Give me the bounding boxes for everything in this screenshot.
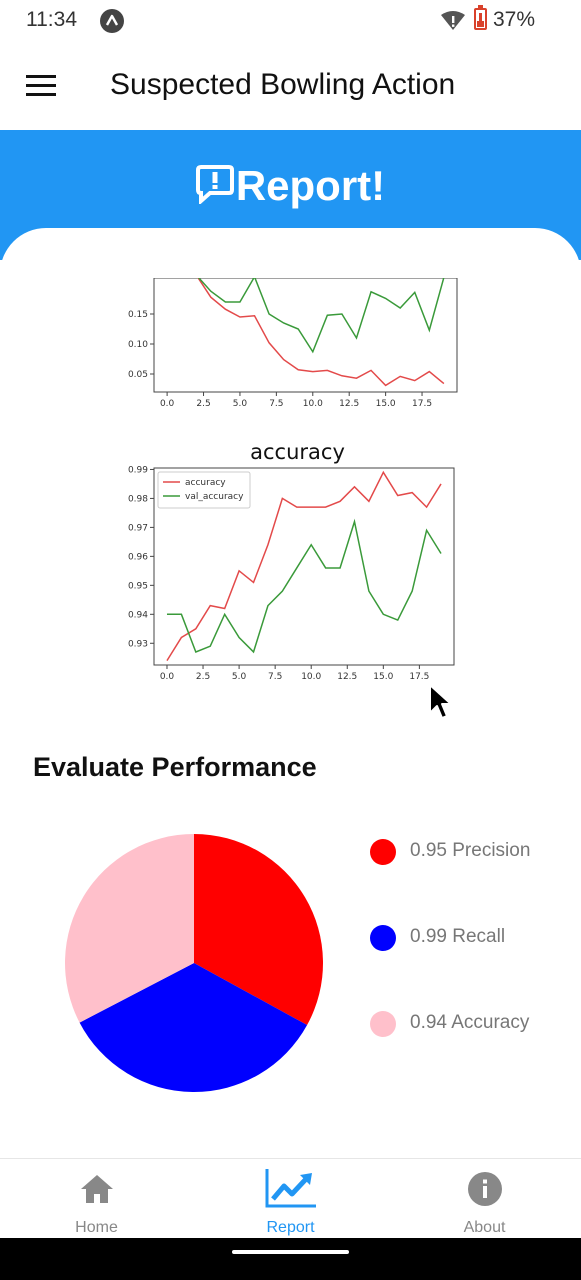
accuracy-chart-title: accuracy — [250, 440, 345, 464]
accuracy-chart-ytick-label: 0.99 — [128, 465, 148, 475]
accuracy-chart-series-accuracy-line — [166, 470, 442, 662]
accuracy-chart-ytick-label: 0.97 — [128, 523, 148, 533]
app-bar: Suspected Bowling Action — [0, 44, 581, 130]
nav-report[interactable]: Report — [194, 1159, 387, 1238]
accuracy-chart: 0.0 2.5 5.0 7.5 10.0 12.5 15.0 17.5 0.93 0.94 0.95… — [128, 465, 455, 682]
nav-home-label: Home — [75, 1219, 118, 1236]
accuracy-chart-xtick-label: 2.5 — [196, 672, 210, 682]
accuracy-chart-legend-label: val_accuracy — [185, 492, 244, 502]
loss-chart-xtick-label: 7.5 — [269, 399, 283, 409]
system-navigation-bar — [0, 1238, 581, 1280]
app-screen: 11:34 37% Suspected Bowling Action Repor… — [0, 0, 581, 1238]
battery-icon — [474, 5, 487, 30]
nav-report-label: Report — [266, 1219, 315, 1236]
status-bar: 11:34 37% — [0, 0, 581, 44]
menu-icon[interactable] — [26, 73, 58, 99]
loss-chart-xtick-label: 12.5 — [339, 399, 359, 409]
loss-chart-xtick-label: 2.5 — [196, 399, 210, 409]
notification-app-icon — [100, 9, 124, 33]
accuracy-chart-xtick-label: 7.5 — [268, 672, 282, 682]
bottom-navigation: Home Report About — [0, 1158, 581, 1238]
home-icon — [80, 1175, 113, 1203]
nav-about[interactable]: About — [388, 1159, 581, 1238]
app-title: Suspected Bowling Action — [110, 68, 456, 101]
accuracy-chart-legend-label: accuracy — [185, 478, 226, 488]
accuracy-chart-ytick-label: 0.93 — [128, 639, 148, 649]
accuracy-chart-ytick-label: 0.96 — [128, 552, 148, 562]
performance-pie-chart — [64, 834, 323, 1092]
feedback-icon — [195, 165, 234, 204]
accuracy-chart-xtick-label: 0.0 — [160, 672, 175, 682]
mouse-pointer-icon — [429, 684, 452, 719]
accuracy-chart-xtick-label: 10.0 — [301, 672, 321, 682]
wifi-icon — [441, 11, 465, 30]
pie-slice-precision — [194, 834, 323, 1026]
accuracy-chart-ytick-label: 0.98 — [128, 494, 148, 504]
loss-chart-xtick-label: 15.0 — [376, 399, 396, 409]
status-time: 11:34 — [26, 8, 77, 31]
pie-slice-accuracy — [64, 834, 194, 1023]
battery-percentage: 37% — [493, 8, 536, 31]
evaluate-performance-heading: Evaluate Performance — [33, 752, 317, 782]
trending-up-icon — [265, 1169, 316, 1208]
home-gesture-pill[interactable] — [232, 1250, 349, 1254]
pie-slice-recall — [79, 963, 308, 1092]
accuracy-chart-xtick-label: 5.0 — [232, 672, 247, 682]
legend-label-accuracy: 0.94 Accuracy — [410, 1012, 530, 1033]
loss-chart-series-0-line — [197, 278, 445, 387]
banner-title-text: Report! — [235, 162, 386, 209]
loss-chart-ytick-label: 0.15 — [128, 310, 148, 320]
loss-chart-ytick-label: 0.05 — [128, 370, 148, 380]
accuracy-chart-series-val_accuracy-line — [166, 518, 442, 654]
legend-label-precision: 0.95 Precision — [410, 840, 531, 861]
loss-chart-ytick-label: 0.10 — [128, 340, 148, 350]
legend-dot-accuracy — [370, 1011, 396, 1037]
loss-chart-xtick-label: 5.0 — [233, 399, 248, 409]
accuracy-chart-xtick-label: 17.5 — [409, 672, 429, 682]
legend-dot-precision — [370, 839, 396, 865]
report-card: 0.0 2.5 5.0 7.5 10.0 12.5 15.0 17.5 0.05 0.10 0.15… — [0, 228, 581, 1158]
loss-chart: 0.0 2.5 5.0 7.5 10.0 12.5 15.0 17.5 0.05 0.10 0.15 — [128, 278, 458, 409]
loss-chart-frame — [153, 278, 458, 393]
accuracy-chart-ytick-label: 0.94 — [128, 610, 148, 620]
banner-title: Report! — [0, 162, 581, 210]
loss-chart-xtick-label: 10.0 — [303, 399, 323, 409]
accuracy-chart-ytick-label: 0.95 — [128, 581, 148, 591]
loss-chart-xtick-label: 17.5 — [412, 399, 432, 409]
nav-about-label: About — [463, 1219, 506, 1236]
legend-dot-recall — [370, 925, 396, 951]
legend-label-recall: 0.99 Recall — [410, 926, 506, 947]
info-icon — [467, 1172, 502, 1206]
loss-chart-xtick-label: 0.0 — [160, 399, 175, 409]
accuracy-chart-legend-box — [157, 471, 251, 509]
loss-chart-series-1-line — [197, 278, 445, 354]
nav-home[interactable]: Home — [0, 1159, 193, 1238]
accuracy-chart-xtick-label: 15.0 — [373, 672, 393, 682]
accuracy-chart-xtick-label: 12.5 — [337, 672, 357, 682]
